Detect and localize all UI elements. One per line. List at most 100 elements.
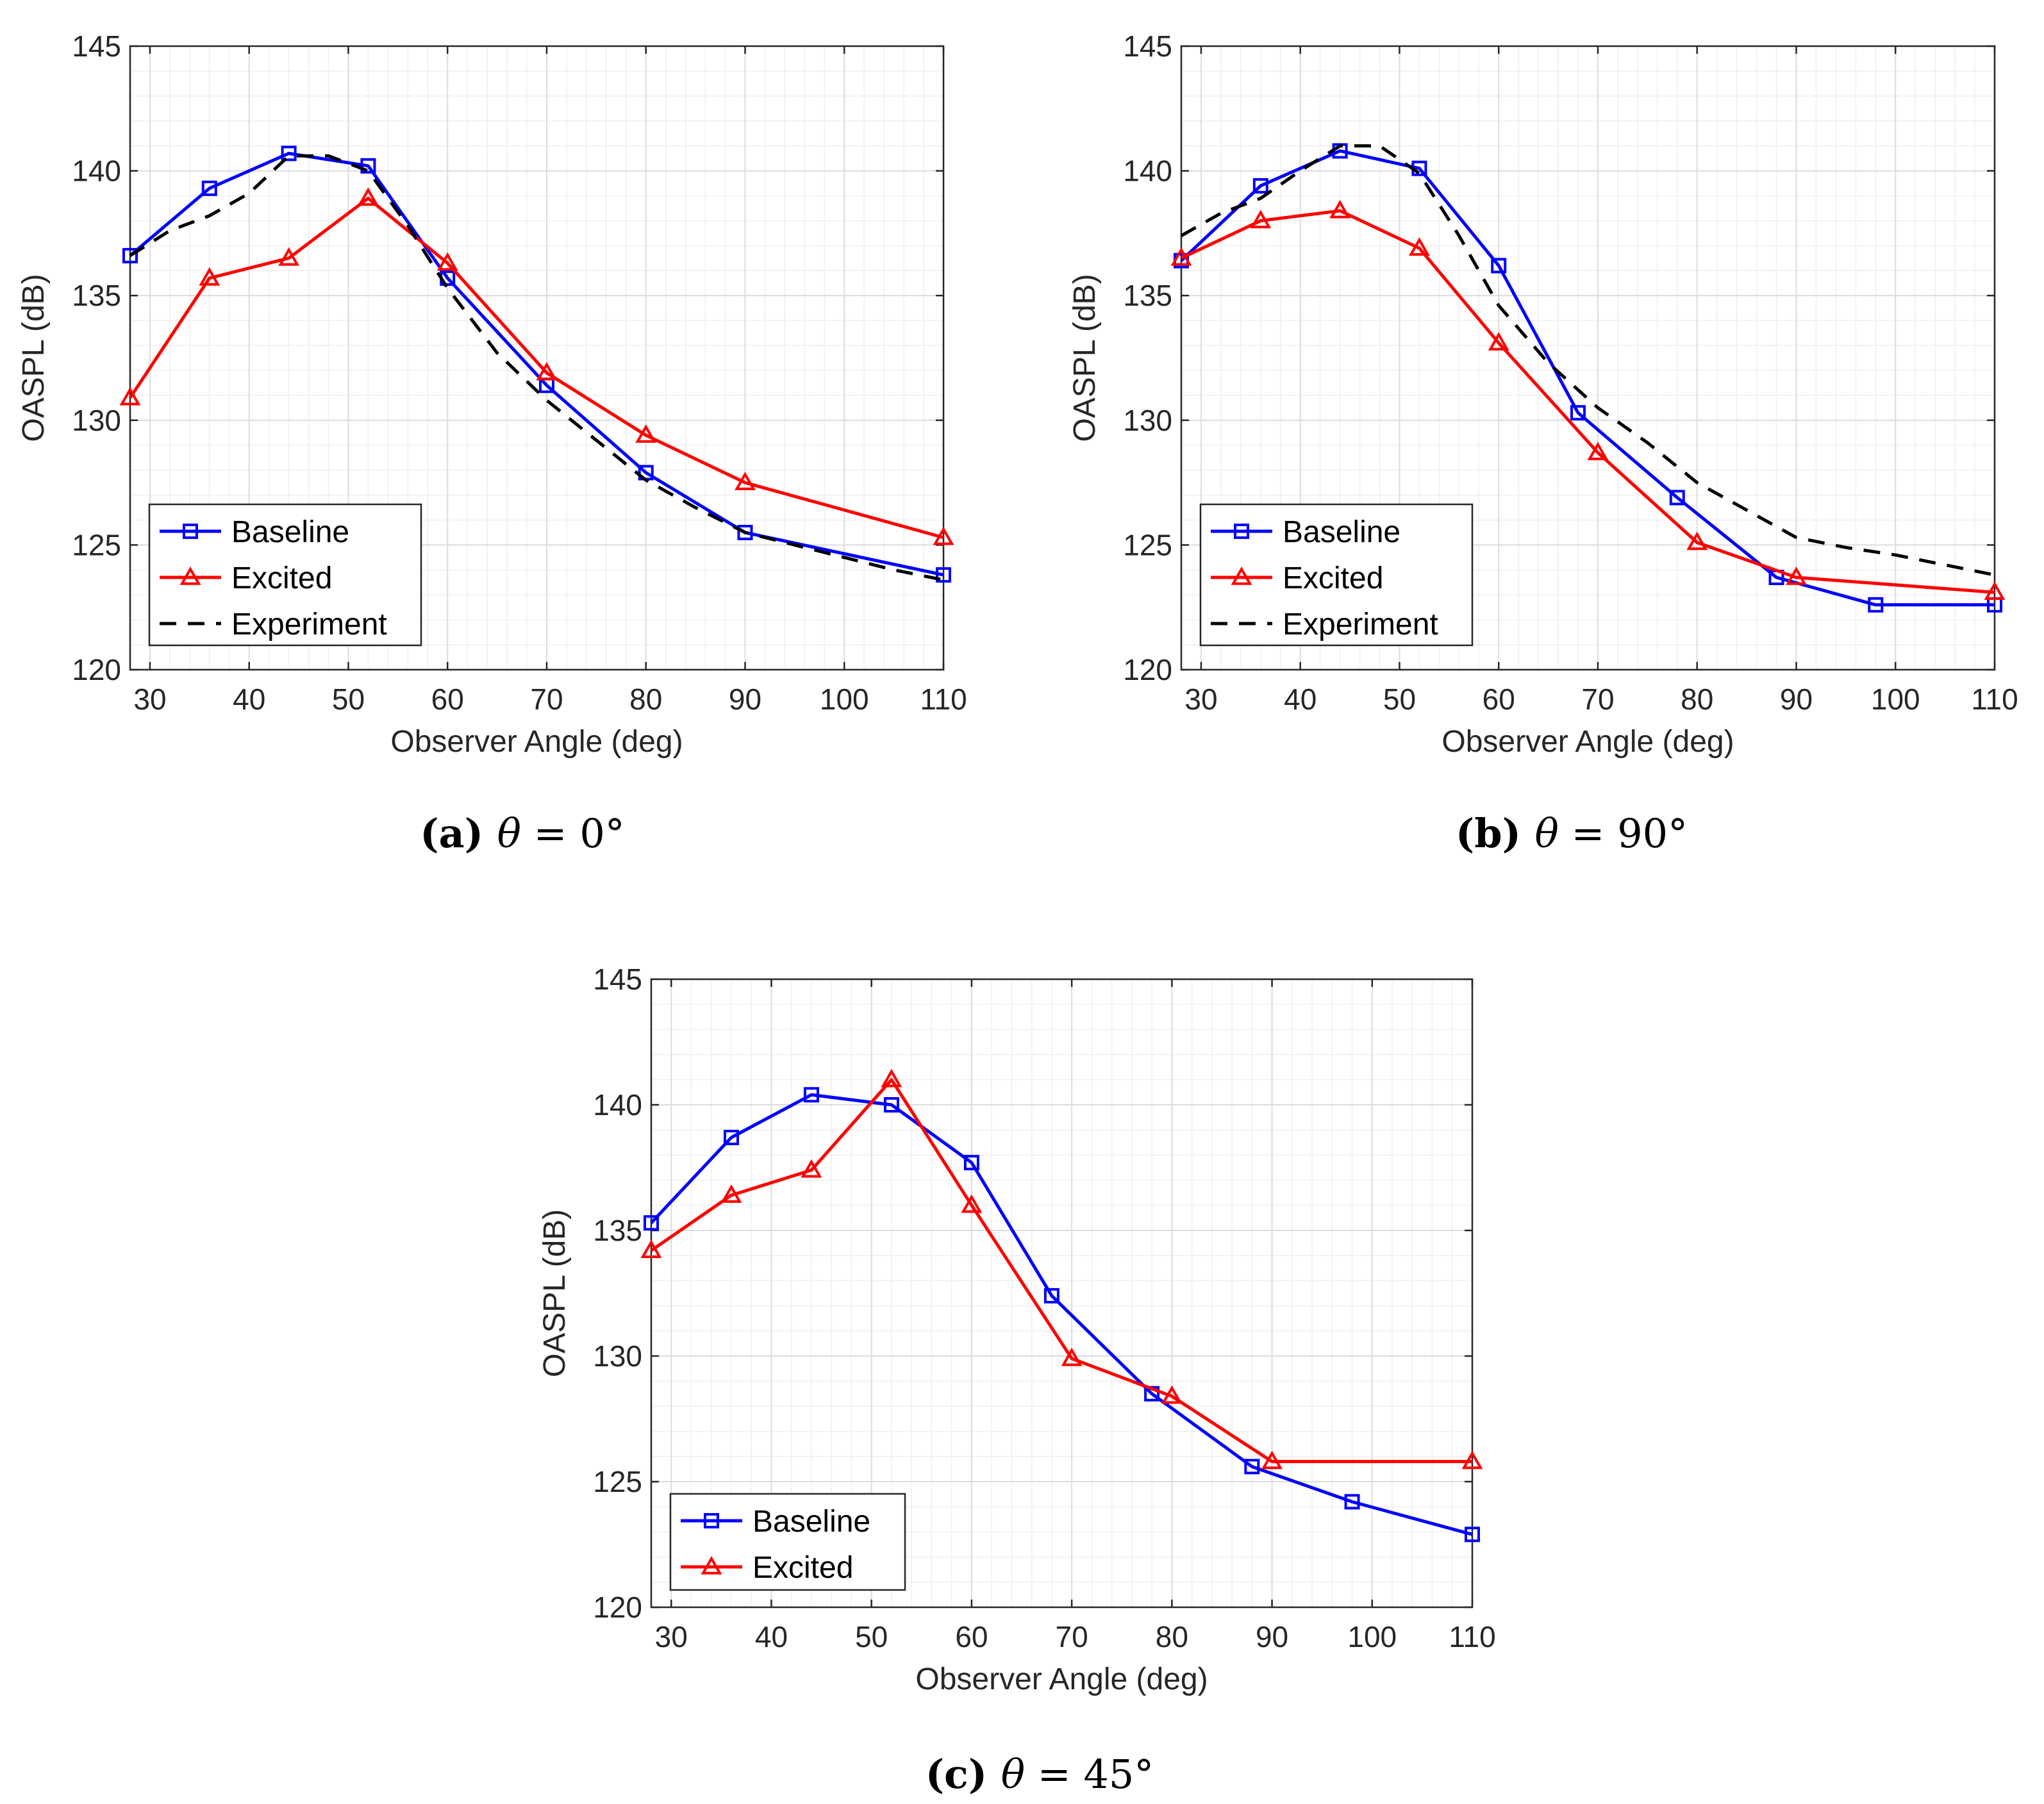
data-point-excited xyxy=(1408,237,1430,256)
series-experiment xyxy=(129,154,944,582)
series-excited xyxy=(119,187,954,545)
x-tick-label: 70 xyxy=(1581,683,1614,716)
series-line-baseline xyxy=(1180,149,1995,607)
data-point-baseline xyxy=(803,1087,819,1103)
y-tick-label: 125 xyxy=(593,1465,642,1498)
legend: Baseline Excited Experiment xyxy=(1199,503,1474,647)
series-line-experiment xyxy=(129,154,944,582)
data-point-excited xyxy=(1984,581,2006,600)
x-tick-label: 70 xyxy=(1056,1620,1088,1653)
y-tick-label: 135 xyxy=(593,1214,642,1247)
data-point-excited xyxy=(720,1184,742,1203)
caption-label: (b) xyxy=(1456,810,1535,857)
data-point-excited xyxy=(1161,1385,1183,1404)
legend-marker-excited xyxy=(701,1555,722,1575)
x-tick-label: 90 xyxy=(1256,1620,1288,1653)
data-point-excited xyxy=(436,252,458,271)
x-tick-label: 60 xyxy=(955,1620,988,1653)
legend: Baseline Excited Experiment xyxy=(148,503,422,647)
y-tick-label: 130 xyxy=(72,404,121,437)
data-point-excited xyxy=(1686,531,1708,550)
caption-label: (c) xyxy=(926,1751,1001,1798)
data-point-excited xyxy=(1786,566,1807,585)
y-tick-label: 120 xyxy=(1123,653,1172,686)
data-point-excited xyxy=(640,1239,662,1259)
series-line-excited xyxy=(650,1078,1472,1464)
x-tick-label: 40 xyxy=(233,683,265,716)
data-point-excited xyxy=(199,267,220,286)
x-tick-label: 80 xyxy=(1681,683,1713,716)
y-axis-label: OASPL (dB) xyxy=(17,274,51,442)
caption-text: = 45° xyxy=(1025,1751,1154,1798)
x-tick-label: 30 xyxy=(655,1620,688,1653)
data-point-baseline xyxy=(1868,597,1884,613)
series-excited xyxy=(640,1068,1483,1469)
y-tick-label: 145 xyxy=(1123,29,1172,63)
x-tick-label: 100 xyxy=(1871,683,1920,716)
x-tick-label: 110 xyxy=(920,683,967,716)
data-point-baseline xyxy=(1043,1287,1059,1303)
data-point-excited xyxy=(119,386,141,406)
x-axis-label: Observer Angle (deg) xyxy=(1442,725,1734,759)
x-tick-label: 60 xyxy=(1483,683,1515,716)
y-tick-label: 135 xyxy=(72,279,121,312)
legend-label-baseline: Baseline xyxy=(1283,515,1400,549)
x-tick-label: 100 xyxy=(1347,1620,1397,1653)
legend-marker-baseline xyxy=(1234,524,1249,539)
caption-symbol: θ xyxy=(1001,1751,1025,1798)
panel-caption: (c) θ = 45° xyxy=(926,1751,1154,1798)
x-tick-label: 60 xyxy=(431,683,464,716)
data-point-excited xyxy=(1170,247,1192,266)
series-baseline xyxy=(644,1087,1480,1543)
legend-marker-baseline xyxy=(183,524,198,539)
x-tick-label: 80 xyxy=(629,683,662,716)
axes-box xyxy=(650,978,1474,1609)
x-axis-label: Observer Angle (deg) xyxy=(915,1662,1208,1696)
y-tick-label: 140 xyxy=(1123,154,1172,188)
data-point-baseline xyxy=(1491,258,1507,274)
data-point-baseline xyxy=(281,145,297,161)
chart-panel-b: 30 40 50 60 70 80 90 100 110 120 125 130 135 140 145 Ob… xyxy=(1068,29,2018,857)
data-point-baseline xyxy=(1344,1494,1360,1510)
y-tick-label: 120 xyxy=(593,1591,642,1624)
legend-label-baseline: Baseline xyxy=(231,515,349,549)
data-point-baseline xyxy=(963,1155,979,1171)
data-point-baseline xyxy=(644,1215,659,1231)
axes-box xyxy=(1180,45,1996,671)
series-excited xyxy=(1170,199,2006,600)
data-point-baseline xyxy=(360,158,376,174)
data-point-baseline xyxy=(737,524,753,540)
x-axis-label: Observer Angle (deg) xyxy=(390,725,683,759)
y-axis-label: OASPL (dB) xyxy=(538,1209,572,1377)
panel-caption: (b) θ = 90° xyxy=(1456,810,1688,857)
series-line-baseline xyxy=(129,151,944,577)
caption-symbol: θ xyxy=(1535,810,1559,857)
x-tick-label: 30 xyxy=(133,683,166,716)
x-tick-label: 90 xyxy=(1780,683,1813,716)
series-baseline xyxy=(122,145,951,583)
data-point-baseline xyxy=(723,1129,739,1145)
y-tick-label: 140 xyxy=(72,154,121,188)
data-point-excited xyxy=(961,1194,983,1213)
caption-text: = 90° xyxy=(1559,810,1688,857)
y-tick-label: 145 xyxy=(593,963,642,996)
legend-label-excited: Excited xyxy=(231,561,332,595)
data-point-baseline xyxy=(201,180,217,196)
legend-label-excited: Excited xyxy=(752,1551,853,1585)
caption-label: (a) xyxy=(420,810,497,857)
data-point-excited xyxy=(933,526,954,545)
data-point-baseline xyxy=(1669,490,1685,506)
x-tick-label: 80 xyxy=(1156,1620,1188,1653)
chart-panel-a: 30 40 50 60 70 80 90 100 110 120 125 130 135 140 145 Ob… xyxy=(17,29,967,857)
data-point-excited xyxy=(1587,442,1609,461)
y-tick-label: 125 xyxy=(1123,528,1172,561)
series-line-excited xyxy=(1180,209,1995,594)
data-point-excited xyxy=(1250,210,1272,229)
x-tick-label: 40 xyxy=(1284,683,1317,716)
caption-symbol: θ xyxy=(497,810,521,857)
data-point-excited xyxy=(357,187,379,206)
caption-text: = 0° xyxy=(521,810,625,857)
data-point-baseline xyxy=(122,247,138,263)
data-point-excited xyxy=(881,1068,902,1088)
